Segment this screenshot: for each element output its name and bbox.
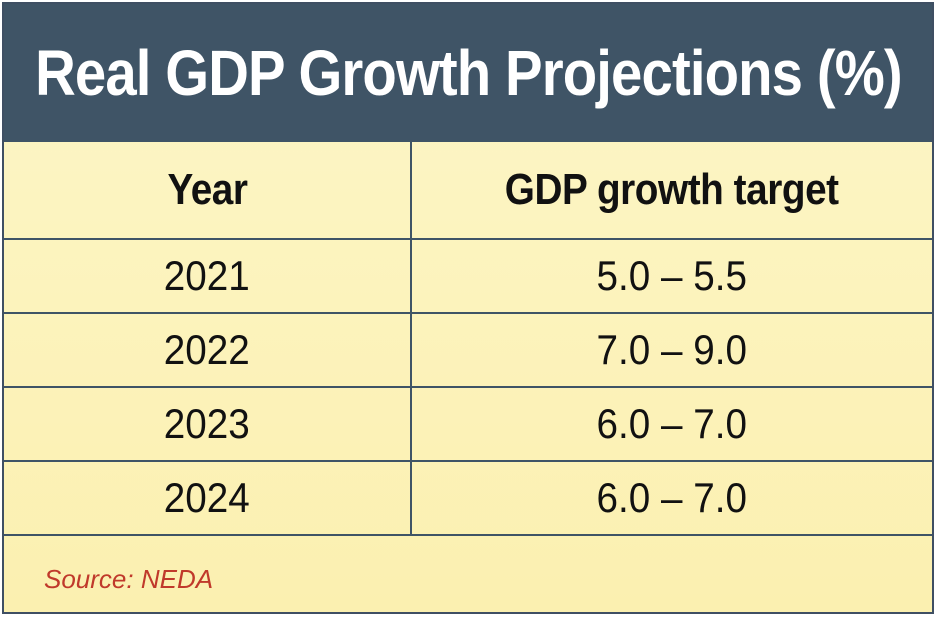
year-value: 2021 [164, 252, 250, 299]
year-value: 2023 [164, 400, 250, 447]
target-value: 6.0 – 7.0 [596, 474, 748, 521]
year-cell: 2023 [4, 388, 412, 460]
year-cell: 2022 [4, 314, 412, 386]
table-row: 2021 5.0 – 5.5 [4, 240, 932, 314]
data-table: Year GDP growth target 2021 5.0 – 5.5 20… [4, 142, 932, 536]
target-value: 7.0 – 9.0 [596, 326, 748, 373]
target-value: 5.0 – 5.5 [596, 252, 748, 299]
table-row: 2024 6.0 – 7.0 [4, 462, 932, 536]
table-header-row: Year GDP growth target [4, 142, 932, 240]
target-cell: 7.0 – 9.0 [412, 314, 932, 386]
year-value: 2022 [164, 326, 250, 373]
target-value: 6.0 – 7.0 [596, 400, 748, 447]
table-row: 2022 7.0 – 9.0 [4, 314, 932, 388]
column-header-year: Year [4, 142, 412, 238]
table-title: Real GDP Growth Projections (%) [34, 37, 903, 109]
column-header-year-label: Year [166, 165, 248, 214]
title-bar: Real GDP Growth Projections (%) [4, 4, 932, 142]
target-cell: 6.0 – 7.0 [412, 462, 932, 534]
year-cell: 2021 [4, 240, 412, 312]
column-header-target-label: GDP growth target [505, 165, 839, 214]
target-cell: 6.0 – 7.0 [412, 388, 932, 460]
target-cell: 5.0 – 5.5 [412, 240, 932, 312]
source-note: Source: NEDA [44, 564, 214, 594]
year-value: 2024 [164, 474, 250, 521]
column-header-target: GDP growth target [412, 142, 932, 238]
year-cell: 2024 [4, 462, 412, 534]
table-row: 2023 6.0 – 7.0 [4, 388, 932, 462]
